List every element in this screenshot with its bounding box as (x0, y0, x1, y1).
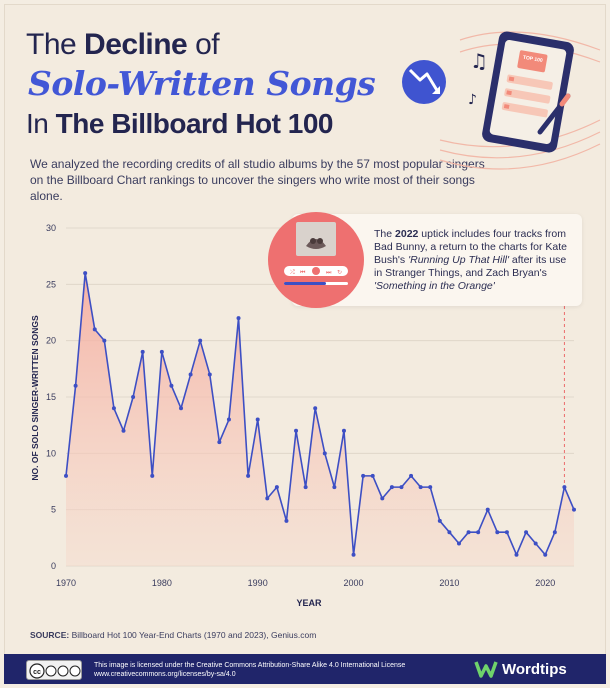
data-point (389, 485, 394, 490)
data-point (313, 406, 318, 411)
data-point (83, 271, 88, 276)
data-point (428, 485, 433, 490)
y-tick-label: 15 (46, 392, 56, 402)
data-point (562, 485, 567, 490)
x-tick-label: 1990 (248, 578, 268, 588)
data-point (294, 428, 299, 433)
x-tick-label: 2010 (439, 578, 459, 588)
data-point (322, 451, 327, 456)
license-url[interactable]: www.creativecommons.org/licenses/by-sa/4… (94, 671, 236, 678)
title-line-2: Solo-Written Songs (28, 64, 376, 103)
y-tick-label: 20 (46, 336, 56, 346)
data-point (92, 327, 97, 332)
data-point (466, 530, 471, 535)
music-note-icon: ♫ (470, 49, 488, 73)
y-tick-label: 0 (51, 561, 56, 571)
wordtips-logo-icon (474, 661, 498, 678)
footer-bar: cc This image is licensed under the Crea… (4, 654, 606, 684)
data-point (188, 372, 193, 377)
data-point (456, 541, 461, 546)
x-tick-label: 2020 (535, 578, 555, 588)
header-illustration: ♫ ♪ TOP 100 (402, 31, 601, 170)
data-point (121, 428, 126, 433)
series-line-path (65, 272, 575, 556)
data-points (64, 271, 576, 557)
data-point (179, 406, 184, 411)
data-point (159, 349, 164, 354)
data-point (380, 496, 385, 501)
data-point (226, 417, 231, 422)
data-point (399, 485, 404, 490)
x-axis-label: YEAR (296, 598, 322, 608)
data-point (217, 440, 222, 445)
data-point (418, 485, 423, 490)
data-point (543, 552, 548, 557)
data-point (102, 338, 107, 343)
data-point (64, 473, 68, 478)
data-point (495, 530, 500, 535)
data-point (504, 530, 509, 535)
data-point (351, 552, 356, 557)
data-point (524, 530, 529, 535)
y-axis-label: NO. OF SOLO SINGER-WRITTEN SONGS (30, 315, 40, 481)
line-chart: 0 5 10 15 20 25 30 1970 1980 1990 2000 2010 2020 YEA… (30, 223, 576, 608)
title-line-3: In The Billboard Hot 100 (26, 108, 333, 139)
data-point (274, 485, 279, 490)
data-point (265, 496, 270, 501)
data-point (409, 473, 414, 478)
area-fill-path (66, 273, 574, 566)
brand-name: Wordtips (502, 661, 567, 678)
data-point (207, 372, 212, 377)
series-line (65, 272, 575, 556)
data-point (572, 507, 576, 512)
callout-text: The 2022 uptick includes four tracks fro… (374, 228, 567, 292)
phone-icon: TOP 100 (482, 31, 574, 153)
data-point (111, 406, 116, 411)
data-point (447, 530, 452, 535)
data-point (341, 428, 346, 433)
data-point (255, 417, 260, 422)
data-point (361, 473, 366, 478)
decline-arrow-icon (402, 60, 446, 104)
y-tick-label: 25 (46, 279, 56, 289)
data-point (73, 383, 78, 388)
y-tick-label: 30 (46, 223, 56, 233)
data-point (140, 349, 145, 354)
data-point (150, 473, 155, 478)
y-tick-label: 5 (51, 505, 56, 515)
svg-text:cc: cc (33, 669, 41, 676)
music-note-icon-small: ♪ (468, 92, 477, 108)
data-point (198, 338, 203, 343)
phone-badge: TOP 100 (522, 55, 543, 64)
tick-labels: 0 5 10 15 20 25 30 1970 1980 1990 2000 2010 2020 (46, 223, 555, 588)
data-point (476, 530, 481, 535)
data-point (437, 518, 442, 523)
y-tick-label: 10 (46, 448, 56, 458)
license-text: This image is licensed under the Creativ… (94, 661, 405, 679)
source-note: SOURCE: Billboard Hot 100 Year-End Chart… (30, 630, 317, 640)
data-point (303, 485, 308, 490)
title-line-1: The Decline of (26, 28, 220, 61)
data-point (246, 473, 251, 478)
data-point (131, 395, 136, 399)
cc-license-icon: cc (26, 660, 82, 680)
area-fill (66, 273, 574, 566)
x-tick-label: 1980 (152, 578, 172, 588)
data-point (485, 507, 490, 512)
license-line-1: This image is licensed under the Creativ… (94, 662, 406, 669)
data-point (552, 530, 557, 535)
data-point (332, 485, 337, 490)
subtitle: We analyzed the recording credits of all… (30, 157, 485, 203)
data-point (370, 473, 375, 478)
data-point (533, 541, 538, 546)
data-point (236, 316, 241, 321)
data-point (169, 383, 174, 388)
data-point (284, 518, 289, 523)
data-point (514, 552, 519, 557)
x-tick-label: 1970 (56, 578, 76, 588)
annotation-callout: The 2022 uptick includes four tracks fro… (292, 214, 582, 306)
x-tick-label: 2000 (344, 578, 364, 588)
